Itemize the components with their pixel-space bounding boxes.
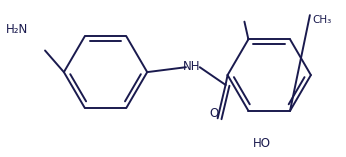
Text: H₂N: H₂N — [6, 23, 28, 36]
Text: CH₃: CH₃ — [312, 15, 331, 25]
Text: NH: NH — [183, 60, 201, 73]
Text: HO: HO — [253, 137, 271, 150]
Text: O: O — [209, 107, 218, 120]
